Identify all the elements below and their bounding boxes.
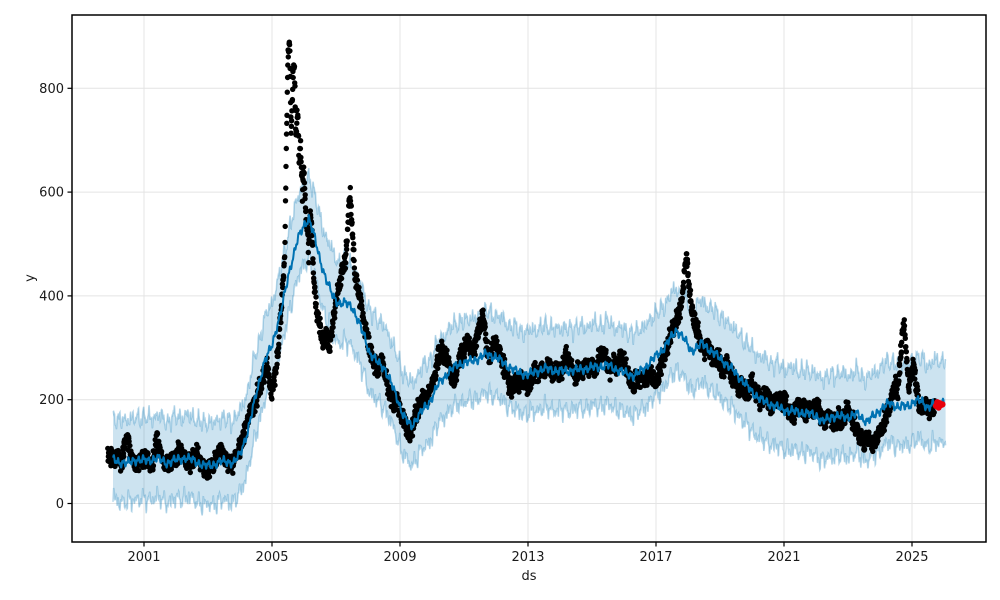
grid-lines	[72, 15, 986, 542]
x-tick-label: 2009	[383, 550, 416, 565]
y-axis-label: y	[23, 274, 38, 282]
x-tick-label: 2025	[895, 550, 928, 565]
y-tick-label: 800	[39, 82, 64, 97]
uncertainty-band	[112, 168, 947, 516]
forecast-line	[112, 214, 945, 470]
axis-ticks-and-labels: 2001 2005 2009 2013 2017 2021 2025 0 200 400 600 80…	[39, 82, 928, 565]
x-tick-label: 2005	[255, 550, 288, 565]
y-tick-label: 600	[39, 186, 64, 201]
plot-border	[71, 14, 987, 543]
x-tick-label: 2021	[767, 550, 800, 565]
y-tick-label: 400	[39, 289, 64, 304]
x-tick-label: 2017	[639, 550, 672, 565]
y-tick-label: 0	[56, 497, 64, 512]
x-axis-label: ds	[521, 569, 536, 584]
x-tick-label: 2013	[511, 550, 544, 565]
latest-points-red	[932, 399, 946, 411]
x-tick-label: 2001	[127, 550, 160, 565]
y-tick-label: 200	[39, 393, 64, 408]
